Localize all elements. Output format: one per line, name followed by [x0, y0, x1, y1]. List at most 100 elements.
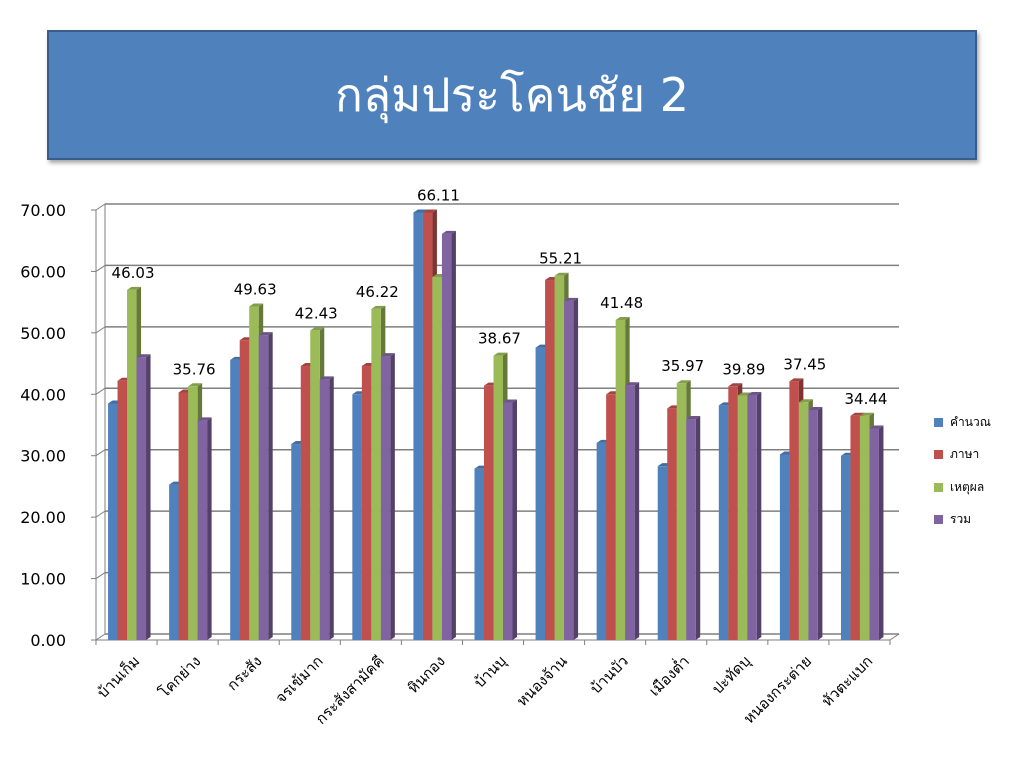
- bar: [615, 319, 626, 640]
- data-label: 42.43: [295, 304, 338, 322]
- legend-item: รวม: [934, 512, 1024, 528]
- bar: [380, 356, 391, 640]
- legend-item: เหตุผล: [934, 479, 1024, 495]
- data-label: 55.21: [539, 250, 582, 268]
- bar-top: [503, 399, 517, 403]
- bar-top: [319, 376, 334, 380]
- bar: [441, 233, 452, 640]
- y-tick-label: 30.00: [20, 447, 66, 466]
- bar: [859, 415, 870, 640]
- x-category-label: กระสัง: [223, 652, 265, 694]
- bar: [686, 419, 696, 640]
- bar: [258, 335, 269, 640]
- legend-label: เหตุผล: [950, 479, 985, 494]
- bar: [300, 366, 311, 640]
- bar: [737, 395, 748, 640]
- bar-top: [676, 380, 691, 384]
- bar-top: [789, 378, 804, 382]
- data-label: 39.89: [722, 360, 765, 378]
- bar: [169, 484, 179, 640]
- y-tick-label: 60.00: [20, 262, 66, 281]
- bar: [869, 428, 879, 640]
- bar-top: [859, 412, 874, 416]
- bar: [422, 212, 433, 640]
- bar-top: [249, 303, 264, 307]
- bar-side: [695, 416, 701, 640]
- x-category-label: บ้านบุ: [470, 652, 510, 692]
- bar: [474, 468, 484, 640]
- bar-top: [615, 316, 630, 320]
- bar-top: [564, 297, 579, 301]
- data-label: 41.48: [600, 294, 643, 312]
- bar: [596, 442, 607, 640]
- y-tick-label: 70.00: [20, 201, 66, 220]
- legend-item: ภาษา: [934, 447, 1024, 463]
- bar: [798, 402, 809, 640]
- bar-top: [310, 327, 325, 331]
- y-tick-label: 10.00: [20, 570, 66, 589]
- bar-side: [451, 230, 456, 640]
- data-label: 46.03: [112, 264, 155, 282]
- bar-top: [197, 417, 212, 421]
- legend-item: คำนวณ: [934, 414, 1024, 430]
- bar: [840, 455, 851, 640]
- x-category-label: หินกอง: [404, 652, 449, 697]
- bar: [503, 402, 513, 640]
- bar-top: [808, 406, 823, 410]
- gridline-depth: [95, 203, 106, 211]
- bar: [676, 383, 687, 640]
- bar: [808, 409, 818, 640]
- bar-top: [188, 383, 203, 387]
- bar-top: [798, 399, 813, 403]
- bar-side: [878, 425, 884, 640]
- bar-side: [634, 382, 640, 640]
- bar: [310, 330, 320, 640]
- x-category-label: ปะทัดบุ: [708, 652, 754, 698]
- bar: [718, 405, 729, 640]
- legend-swatch: [934, 450, 943, 459]
- x-category-label: โคกย่าง: [155, 652, 204, 701]
- bar-top: [728, 383, 743, 387]
- bar: [493, 355, 503, 640]
- y-tick-label: 40.00: [20, 385, 66, 404]
- y-tick-label: 0.00: [30, 631, 66, 650]
- bar: [230, 359, 240, 640]
- bar: [178, 392, 189, 640]
- bar: [371, 308, 381, 640]
- bar: [108, 403, 118, 640]
- bar: [564, 300, 574, 640]
- y-tick-label: 50.00: [20, 324, 66, 343]
- legend-swatch: [934, 515, 943, 524]
- bar: [747, 394, 757, 640]
- data-label: 66.11: [417, 186, 460, 204]
- bar-side: [573, 297, 579, 640]
- bar: [319, 379, 330, 640]
- legend-label: รวม: [950, 512, 972, 526]
- bar-side: [817, 406, 823, 640]
- bar: [535, 347, 546, 640]
- x-category-label: จรเข้มาก: [272, 652, 327, 707]
- bar-top: [493, 352, 508, 356]
- bar-top: [422, 209, 437, 213]
- gridline-depth: [95, 326, 106, 334]
- legend-swatch: [934, 417, 943, 427]
- gridline-depth: [95, 510, 106, 518]
- bar-top: [625, 382, 640, 386]
- bar: [117, 380, 128, 640]
- bar-top: [413, 209, 428, 213]
- bar: [197, 420, 208, 640]
- data-label: 37.45: [783, 355, 826, 373]
- x-category-label: บ้านเก็ม: [93, 651, 143, 701]
- gridline-depth: [95, 387, 106, 395]
- gridline-depth: [95, 449, 106, 457]
- floor-edge: [889, 633, 900, 641]
- bar: [667, 408, 677, 640]
- bar: [249, 306, 259, 640]
- x-category-label: หัวตะแบก: [818, 652, 876, 710]
- bar-top: [747, 391, 762, 395]
- bar: [413, 212, 423, 640]
- x-category-label: เมืองต่ำ: [644, 651, 693, 700]
- bar: [625, 385, 635, 640]
- y-tick-label: 20.00: [20, 508, 66, 527]
